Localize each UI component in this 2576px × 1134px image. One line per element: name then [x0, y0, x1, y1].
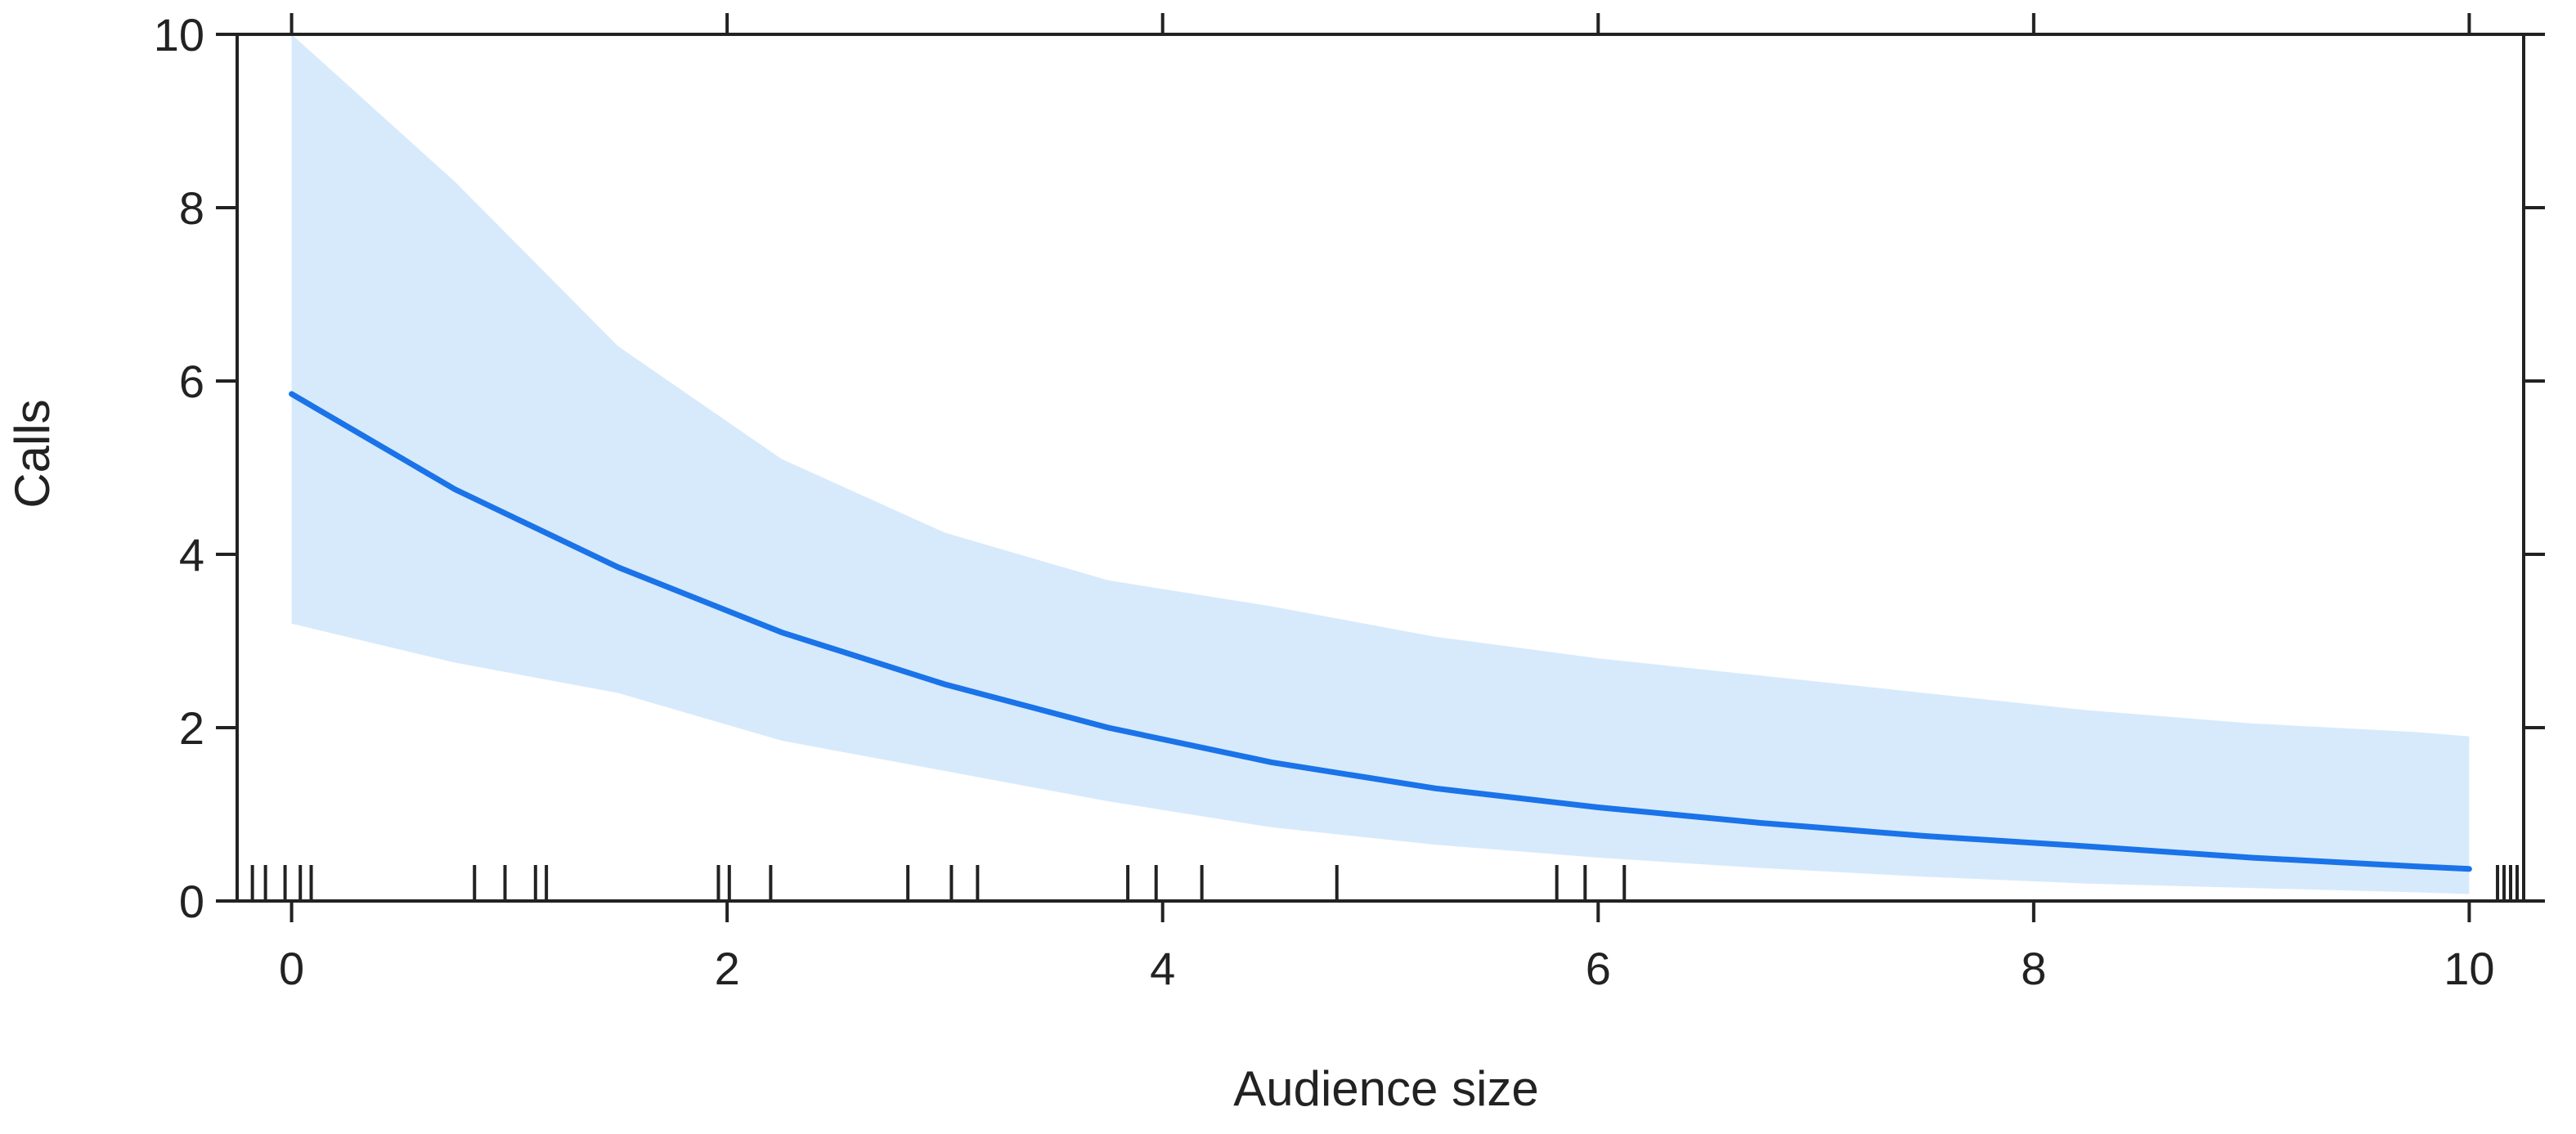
axes-layer: 0 2 4 6 8 10 0 2 4 6 8 10 [154, 9, 2545, 994]
x-tick-label: 10 [2444, 943, 2494, 994]
y-tick-label: 4 [179, 529, 204, 580]
y-tick-label: 8 [179, 182, 204, 234]
y-tick-label: 2 [179, 702, 204, 754]
rug-layer [250, 865, 2520, 901]
x-tick-label: 4 [1150, 943, 1175, 994]
x-tick-label: 8 [2021, 943, 2046, 994]
x-tick-label: 0 [279, 943, 304, 994]
fitted-line [289, 391, 2472, 872]
y-axis-title: Calls [5, 399, 60, 508]
y-tick-label: 0 [179, 876, 204, 927]
confidence-band [291, 34, 2470, 894]
plot-frame [236, 33, 2525, 903]
fitted-line-layer [289, 391, 2472, 872]
x-tick-label: 2 [715, 943, 740, 994]
x-axis-title: Audience size [1233, 1061, 1539, 1116]
x-tick-label: 6 [1586, 943, 1611, 994]
y-tick-label: 10 [154, 9, 204, 61]
y-tick-label: 6 [179, 356, 204, 407]
confidence-band-layer [291, 34, 2470, 894]
